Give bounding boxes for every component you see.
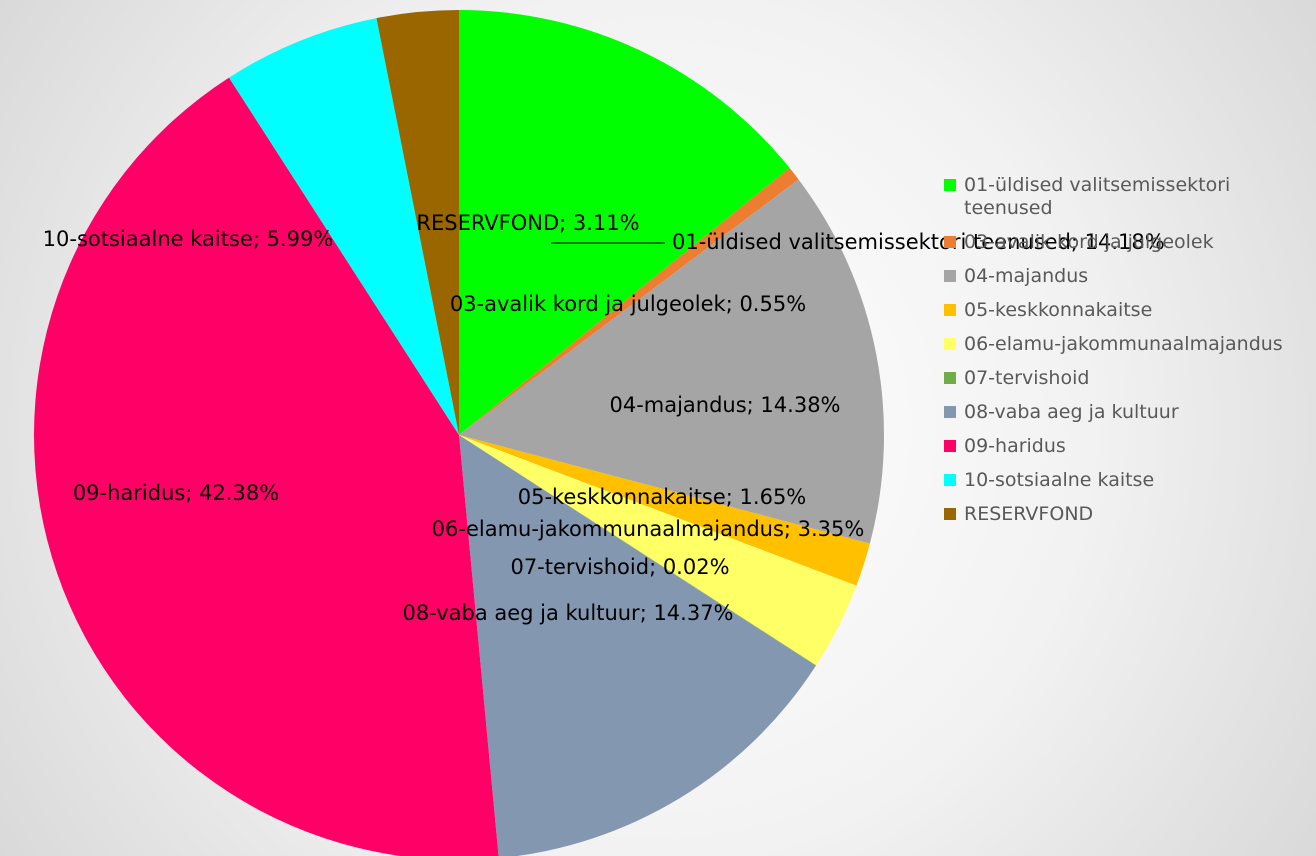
legend-swatch — [944, 474, 956, 486]
pie-slice — [228, 18, 459, 435]
legend-label: 01-üldised valitsemissektori teenused — [964, 174, 1231, 219]
pie-slice — [459, 435, 870, 586]
legend-swatch — [944, 270, 956, 282]
pie-slice — [34, 77, 499, 856]
pie-slice — [459, 435, 817, 666]
legend-item: 01-üldised valitsemissektori teenused — [944, 174, 1294, 220]
data-label: 06-elamu-jakommunaalmajandus; 3.35% — [432, 517, 865, 541]
legend-item: 06-elamu-jakommunaalmajandus — [944, 333, 1294, 356]
legend-label: 07-tervishoid — [964, 367, 1090, 389]
legend-item: 08-vaba aeg ja kultuur — [944, 401, 1294, 424]
legend-item: 04-majandus — [944, 265, 1294, 288]
legend-item: 03-avalik kord ja julgeolek — [944, 231, 1294, 254]
legend-swatch — [944, 304, 956, 316]
legend-swatch — [944, 372, 956, 384]
pie-slice — [459, 435, 816, 856]
data-label: 01-üldised valitsemissektori teenused; 1… — [672, 230, 1165, 254]
legend-swatch — [944, 406, 956, 418]
legend-item: RESERVFOND — [944, 503, 1294, 526]
legend-swatch — [944, 179, 956, 191]
pie-slice — [459, 179, 884, 544]
data-labels: 01-üldised valitsemissektori teenused; 1… — [43, 211, 1165, 625]
legend-label: 04-majandus — [964, 265, 1089, 287]
pie — [34, 10, 884, 856]
data-label: 10-sotsiaalne kaitse; 5.99% — [43, 227, 334, 251]
legend-label: 10-sotsiaalne kaitse — [964, 469, 1155, 491]
legend-swatch — [944, 440, 956, 452]
legend-label: 05-keskkonnakaitse — [964, 299, 1153, 321]
legend-item: 09-haridus — [944, 435, 1294, 458]
data-label: 07-tervishoid; 0.02% — [510, 555, 729, 579]
legend-swatch — [944, 236, 956, 248]
legend-label: RESERVFOND — [964, 503, 1094, 525]
data-label: 05-keskkonnakaitse; 1.65% — [518, 485, 807, 509]
pie-slice — [376, 10, 459, 435]
legend-label: 03-avalik kord ja julgeolek — [964, 231, 1214, 253]
data-label: 04-majandus; 14.38% — [609, 393, 840, 417]
legend-label: 08-vaba aeg ja kultuur — [964, 401, 1179, 423]
pie-slice — [459, 167, 799, 435]
data-label: 09-haridus; 42.38% — [73, 481, 279, 505]
pie-slice — [459, 435, 857, 666]
legend-swatch — [944, 508, 956, 520]
legend-item: 05-keskkonnakaitse — [944, 299, 1294, 322]
data-label: RESERVFOND; 3.11% — [416, 211, 639, 235]
data-label: 08-vaba aeg ja kultuur; 14.37% — [402, 601, 733, 625]
legend-item: 10-sotsiaalne kaitse — [944, 469, 1294, 492]
legend-swatch — [944, 338, 956, 350]
legend-item: 07-tervishoid — [944, 367, 1294, 390]
legend-label: 09-haridus — [964, 435, 1066, 457]
legend-label: 06-elamu-jakommunaalmajandus — [964, 333, 1283, 355]
data-label: 03-avalik kord ja julgeolek; 0.55% — [450, 292, 806, 316]
pie-slice — [459, 10, 790, 435]
legend: 01-üldised valitsemissektori teenused 03-… — [944, 174, 1294, 537]
